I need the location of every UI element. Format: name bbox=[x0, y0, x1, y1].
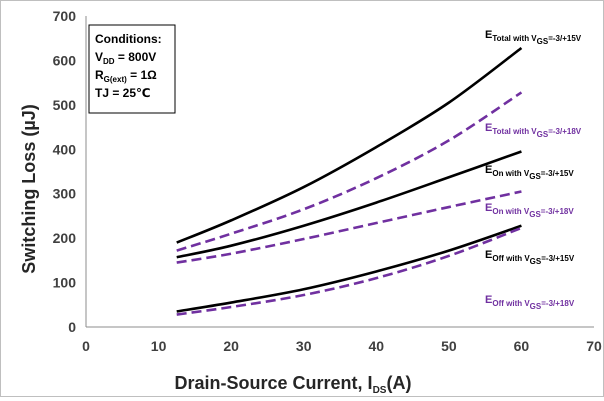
x-tick-label: 0 bbox=[82, 338, 90, 354]
x-axis-title-sub: DS bbox=[373, 385, 387, 396]
x-tick-label: 20 bbox=[223, 338, 239, 354]
x-tick-label: 70 bbox=[586, 338, 602, 354]
series-line-5 bbox=[176, 226, 522, 316]
y-tick-label: 0 bbox=[68, 319, 76, 335]
x-tick-label: 40 bbox=[368, 338, 384, 354]
conditions-vdd: VDD = 800V bbox=[95, 50, 156, 66]
series-label-2: EOn with VGS=-3/+15V bbox=[485, 164, 574, 181]
series-label-4: EOff with VGS=-3/+15V bbox=[485, 249, 575, 266]
axes bbox=[85, 16, 594, 328]
conditions-box: Conditions: VDD = 800V RG(ext) = 1Ω TJ =… bbox=[88, 24, 176, 114]
y-tick-label: 700 bbox=[53, 8, 77, 24]
series-label-0: ETotal with VGS=-3/+15V bbox=[485, 29, 582, 46]
x-tick-label: 10 bbox=[151, 338, 167, 354]
series-line-1 bbox=[176, 91, 523, 252]
y-tick-label: 100 bbox=[53, 275, 77, 291]
y-axis-title: Switching Loss (µJ) bbox=[19, 104, 39, 273]
y-tick-label: 300 bbox=[53, 186, 77, 202]
series-line-3 bbox=[176, 190, 522, 264]
x-tick-label: 50 bbox=[441, 338, 457, 354]
conditions-box-border bbox=[88, 24, 176, 114]
conditions-title: Conditions: bbox=[95, 32, 162, 46]
x-axis-title: Drain-Source Current, IDS(A) bbox=[175, 373, 412, 396]
series-line-4 bbox=[176, 224, 522, 313]
x-axis-title-main: Drain-Source Current, I bbox=[175, 373, 373, 393]
series-label-1: ETotal with VGS=-3/+18V bbox=[485, 122, 582, 139]
y-tick-label: 400 bbox=[53, 141, 77, 157]
y-tick-label: 500 bbox=[53, 97, 77, 113]
plot-lines bbox=[176, 46, 523, 316]
conditions-rg: RG(ext) = 1Ω bbox=[95, 68, 157, 84]
x-tick-label: 60 bbox=[514, 338, 530, 354]
series-label-3: EOn with VGS=-3/+18V bbox=[485, 202, 574, 219]
series-line-0 bbox=[176, 46, 523, 244]
conditions-tj: TJ = 25℃ bbox=[95, 86, 151, 100]
x-tick-label: 30 bbox=[296, 338, 312, 354]
y-tick-label: 600 bbox=[53, 52, 77, 68]
y-tick-label: 200 bbox=[53, 230, 77, 246]
series-line-2 bbox=[176, 150, 522, 259]
x-axis-title-tail: (A) bbox=[386, 373, 411, 393]
series-labels: ETotal with VGS=-3/+15V ETotal with VGS=-… bbox=[485, 29, 582, 311]
series-label-5: EOff with VGS=-3/+18V bbox=[485, 294, 575, 311]
